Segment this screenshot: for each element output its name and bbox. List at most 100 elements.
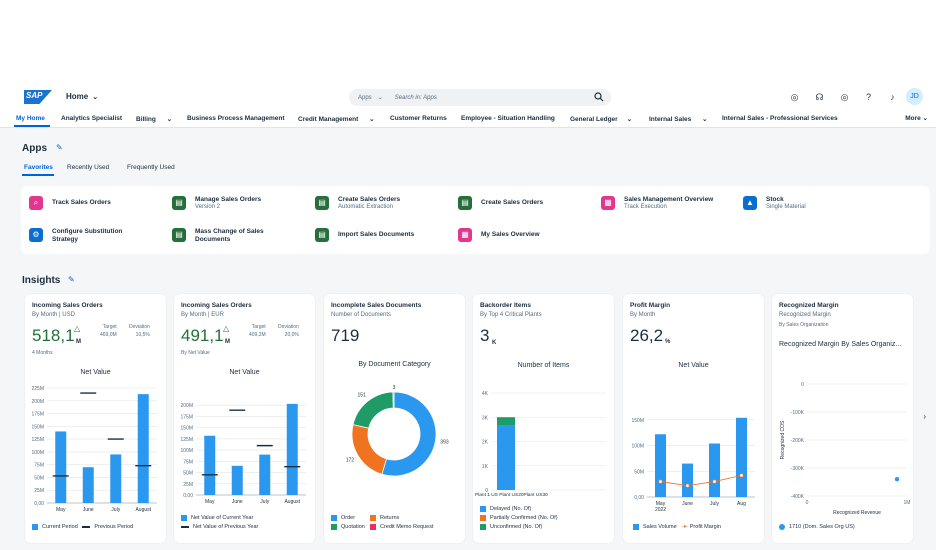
y-tick-label: 1K: [482, 464, 489, 470]
app-tile-manage-sales-orders[interactable]: ▤ Manage Sales Orders Version 2: [172, 196, 261, 211]
legend: Current Period Previous Period: [32, 524, 133, 530]
y-tick-label: 25M: [183, 482, 193, 488]
more-menu[interactable]: More ⌄: [905, 115, 928, 122]
headset-icon[interactable]: ☊: [815, 92, 824, 102]
sap-logo[interactable]: SAP: [24, 90, 52, 104]
nav-item-analytics-specialist[interactable]: Analytics Specialist: [61, 115, 123, 122]
nav-item-billing[interactable]: Billing ⌄: [136, 116, 173, 123]
app-tile-stock[interactable]: ▲ Stock Single Material: [743, 196, 806, 211]
card-title: Recognized Margin: [779, 302, 839, 309]
legend: 1710 (Dom. Sales Org US): [779, 524, 855, 530]
nav-item-business-process-management[interactable]: Business Process Management: [187, 115, 285, 122]
search-scope-select[interactable]: Apps ⌄: [358, 95, 383, 101]
card-title: Profit Margin: [630, 302, 671, 309]
nav-item-general-ledger[interactable]: General Ledger ⌄: [570, 116, 633, 123]
legend: Sales Volume -●- Profit Margin: [633, 524, 721, 530]
search-icon[interactable]: [594, 92, 604, 102]
overview-icon: ▦: [601, 196, 615, 210]
joule-icon[interactable]: ◎: [790, 92, 799, 102]
app-tile-configure-substitution-strategy[interactable]: ⚙ Configure Substitution Strategy: [29, 228, 142, 244]
chevron-down-icon: ⌄: [92, 94, 99, 101]
card-title: Incoming Sales Orders: [181, 302, 252, 309]
legend-swatch: [331, 524, 337, 530]
x-tick-label: June: [83, 507, 94, 513]
y-tick-label: 200M: [31, 399, 44, 405]
edit-apps-icon[interactable]: ✎: [56, 143, 63, 152]
x-tick-label: Aug: [737, 501, 746, 507]
insight-card-incomplete-sales-documents[interactable]: Incomplete Sales Documents Number of Doc…: [324, 294, 465, 543]
y-tick-label: 100M: [180, 448, 193, 454]
data-label: 393: [440, 439, 449, 445]
insights-title: Insights: [22, 275, 61, 286]
nav-item-employee-situation-handling[interactable]: Employee - Situation Handling: [461, 115, 555, 122]
nav-item-credit-management[interactable]: Credit Management ⌄: [298, 116, 375, 123]
legend: Quotation: [331, 524, 365, 530]
donut-slice: [351, 424, 387, 475]
mass-change-icon: ▤: [172, 228, 186, 242]
legend-swatch: [633, 524, 639, 530]
help-icon[interactable]: ?: [865, 92, 871, 102]
document-icon: ▤: [172, 196, 186, 210]
home-menu[interactable]: Home ⌄: [66, 92, 98, 101]
chevron-right-icon[interactable]: ›: [923, 412, 926, 421]
copilot-icon[interactable]: ◎: [840, 92, 849, 102]
x-axis-label: Recognized Revenue: [833, 510, 881, 516]
nav-item-internal-sales[interactable]: Internal Sales ⌄: [649, 116, 708, 123]
app-tile-track-sales-orders[interactable]: ⌕ Track Sales Orders: [29, 196, 111, 210]
insight-card-backorder-items[interactable]: Backorder Items By Top 4 Critical Plants…: [473, 294, 614, 543]
insight-card-incoming-sales-orders-eur[interactable]: Incoming Sales Orders By Month | EUR 491…: [174, 294, 315, 543]
edit-insights-icon[interactable]: ✎: [68, 275, 75, 284]
y-tick-label: 0: [485, 488, 488, 494]
app-tile-sales-management-overview[interactable]: ▦ Sales Management Overview Track Executi…: [601, 196, 713, 211]
chart-title: Net Value: [229, 369, 260, 376]
tab-frequently-used[interactable]: Frequently Used: [127, 164, 175, 171]
card-subtitle-2: By Sales Organization: [779, 322, 829, 328]
bar: [137, 394, 149, 503]
app-tile-mass-change-sales-documents[interactable]: ▤ Mass Change of Sales Documents: [172, 228, 275, 244]
overview-icon: ▦: [458, 228, 472, 242]
tab-favorites[interactable]: Favorites: [24, 164, 53, 171]
kpi-value: 3: [480, 326, 490, 345]
card-title: Incoming Sales Orders: [32, 302, 103, 309]
kpi-value: 518,1: [32, 326, 75, 345]
chart-title: Net Value: [80, 369, 111, 376]
active-nav-indicator: [14, 125, 50, 127]
profit-margin-point: [712, 479, 717, 484]
chevron-down-icon: ⌄: [377, 95, 383, 101]
search-field[interactable]: Apps ⌄ Search in: Apps: [349, 89, 611, 106]
insight-card-recognized-margin[interactable]: Recognized Margin Recognized Margin By S…: [772, 294, 913, 543]
bar: [55, 431, 67, 503]
insight-card-profit-margin[interactable]: Profit Margin By Month 26,2 % Net Value …: [623, 294, 764, 543]
profit-margin-line: [660, 475, 742, 487]
search-input[interactable]: Search in: Apps: [394, 94, 437, 101]
tab-recently-used[interactable]: Recently Used: [67, 164, 110, 171]
bar: [259, 454, 271, 495]
nav-item-my-home[interactable]: My Home: [16, 115, 45, 122]
app-tile-my-sales-overview[interactable]: ▦ My Sales Overview: [458, 228, 540, 242]
nav-item-internal-sales-professional-services[interactable]: Internal Sales - Professional Services: [722, 115, 838, 122]
insight-card-incoming-sales-orders-usd[interactable]: Incoming Sales Orders By Month | USD 518…: [25, 294, 166, 543]
active-tab-indicator: [22, 174, 54, 176]
app-tile-create-sales-orders-automatic[interactable]: ▤ Create Sales Orders Automatic Extractio…: [315, 196, 400, 211]
card-subtitle: By Month | EUR: [181, 312, 224, 318]
legend: Net Value of Current Year: [181, 515, 253, 521]
y-tick-label: 150M: [631, 418, 644, 424]
y-tick-label: 0,00: [183, 493, 193, 499]
x-tick-label: May: [56, 507, 66, 513]
legend-swatch: [480, 524, 486, 530]
avatar[interactable]: JD: [906, 88, 923, 105]
chart-title: Net Value: [678, 362, 709, 369]
y-tick-label: 75M: [183, 459, 193, 465]
y-tick-label: 175M: [31, 412, 44, 418]
bar: [709, 443, 720, 497]
bell-icon[interactable]: ♪: [890, 92, 895, 102]
y-tick-label: 225M: [31, 386, 44, 392]
launchpad-shell: SAP Home ⌄ Apps ⌄ Search in: Apps ◎ ☊ ◎ ? …: [0, 84, 936, 550]
app-tile-import-sales-documents[interactable]: ▤ Import Sales Documents: [315, 228, 414, 242]
app-tile-create-sales-orders[interactable]: ▤ Create Sales Orders: [458, 196, 543, 210]
legend-swatch: [779, 524, 785, 530]
nav-item-customer-returns[interactable]: Customer Returns: [390, 115, 447, 122]
chevron-down-icon: ⌄: [626, 116, 633, 123]
trend-up-icon: △: [74, 324, 81, 333]
y-tick-label: 25M: [34, 488, 44, 494]
